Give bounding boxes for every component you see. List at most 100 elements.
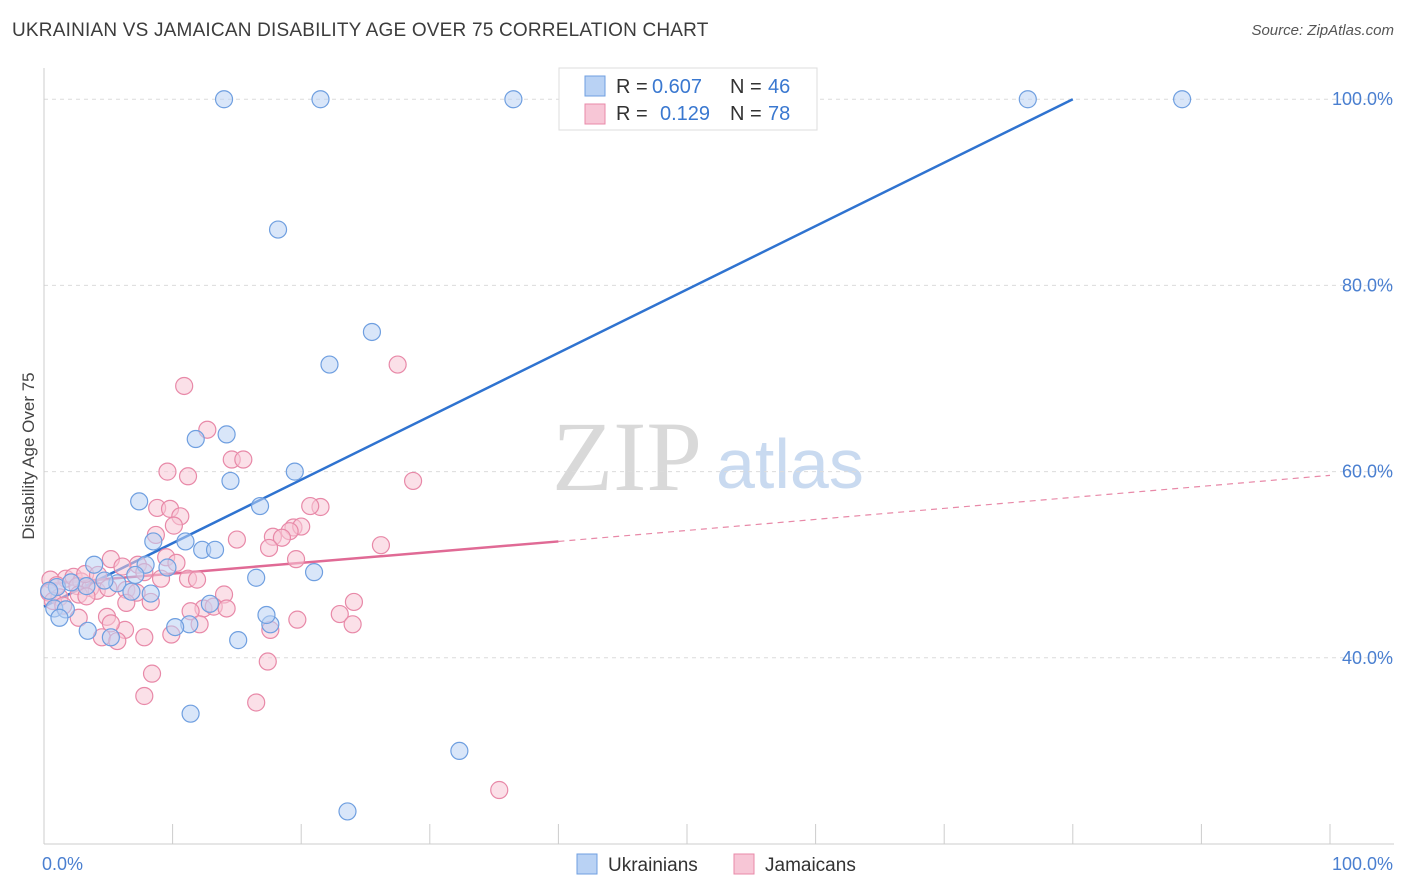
point-jamaicans bbox=[403, 471, 423, 491]
point-ukrainians bbox=[320, 355, 339, 374]
point-ukrainians bbox=[247, 568, 266, 587]
y-tick-label: 100.0% bbox=[1332, 89, 1393, 109]
point-ukrainians bbox=[1018, 90, 1037, 109]
point-ukrainians bbox=[181, 704, 200, 723]
point-ukrainians bbox=[250, 496, 270, 516]
x-tick-label: 0.0% bbox=[42, 854, 83, 874]
point-ukrainians bbox=[40, 581, 59, 600]
point-jamaicans bbox=[187, 570, 207, 589]
legend-box: R = 0.607 N = 46 R = 0.129 N = 78 bbox=[558, 67, 818, 131]
point-ukrainians bbox=[101, 628, 120, 647]
point-jamaicans bbox=[164, 516, 183, 535]
x-tick-label: 100.0% bbox=[1332, 854, 1393, 874]
point-jamaicans bbox=[175, 376, 194, 396]
watermark-zip: ZIP bbox=[552, 401, 702, 512]
point-ukrainians bbox=[504, 90, 523, 109]
point-ukrainians bbox=[285, 462, 304, 481]
point-ukrainians bbox=[61, 573, 81, 592]
axes bbox=[43, 68, 1394, 845]
trend-line-ukrainians bbox=[43, 98, 1074, 608]
chart-title: UKRAINIAN VS JAMAICAN DISABILITY AGE OVE… bbox=[12, 20, 709, 41]
point-ukrainians bbox=[141, 584, 160, 603]
y-axis-label: Disability Age Over 75 bbox=[19, 372, 38, 539]
point-jamaicans bbox=[490, 780, 509, 800]
point-ukrainians bbox=[450, 741, 469, 761]
y-tick-label: 60.0% bbox=[1342, 462, 1393, 482]
point-jamaicans bbox=[343, 615, 362, 634]
point-ukrainians bbox=[186, 429, 205, 449]
point-ukrainians bbox=[130, 492, 149, 511]
point-jamaicans bbox=[227, 530, 246, 549]
point-jamaicans bbox=[330, 604, 349, 624]
point-jamaicans bbox=[388, 355, 407, 374]
point-ukrainians bbox=[144, 532, 163, 551]
trend-line-dashed-jamaicans bbox=[558, 474, 1331, 543]
point-ukrainians bbox=[158, 558, 177, 577]
point-jamaicans bbox=[178, 467, 198, 486]
watermark-atlas: atlas bbox=[716, 425, 864, 503]
point-jamaicans bbox=[371, 536, 391, 555]
point-ukrainians bbox=[362, 322, 382, 342]
point-ukrainians bbox=[78, 621, 97, 640]
point-ukrainians bbox=[50, 608, 69, 627]
y-tick-labels: 40.0% 60.0% 80.0% 100.0% bbox=[1332, 89, 1393, 668]
point-jamaicans bbox=[272, 528, 292, 547]
point-ukrainians bbox=[200, 594, 219, 613]
point-jamaicans bbox=[135, 628, 154, 647]
legend-r-value: 0.129 bbox=[660, 103, 710, 125]
x-tick-labels: 0.0% 100.0% bbox=[42, 854, 1393, 874]
point-ukrainians bbox=[338, 802, 357, 821]
point-ukrainians bbox=[1173, 90, 1192, 109]
point-jamaicans bbox=[344, 592, 364, 612]
bottom-legend-swatch-jamaicans bbox=[733, 853, 755, 875]
point-jamaicans bbox=[288, 610, 307, 629]
point-ukrainians bbox=[122, 582, 141, 601]
y-tick-label: 80.0% bbox=[1342, 275, 1393, 295]
point-jamaicans bbox=[234, 450, 253, 469]
point-ukrainians bbox=[217, 425, 236, 444]
data-points bbox=[40, 90, 1192, 821]
point-jamaicans bbox=[113, 557, 132, 576]
point-ukrainians bbox=[77, 577, 96, 596]
point-jamaicans bbox=[286, 550, 306, 569]
legend-n-label: N = bbox=[730, 103, 762, 125]
point-jamaicans bbox=[135, 686, 154, 706]
y-tick-label: 40.0% bbox=[1342, 648, 1393, 668]
legend-swatch-jamaicans bbox=[584, 103, 606, 125]
point-ukrainians bbox=[85, 555, 104, 574]
point-jamaicans bbox=[258, 652, 277, 671]
point-jamaicans bbox=[301, 496, 320, 516]
legend-n-value: 78 bbox=[768, 103, 790, 125]
point-ukrainians bbox=[257, 605, 276, 625]
point-ukrainians bbox=[205, 540, 225, 559]
point-ukrainians bbox=[268, 220, 288, 239]
point-ukrainians bbox=[221, 471, 240, 491]
bottom-legend-jamaicans: Jamaicans bbox=[765, 855, 856, 876]
bottom-legend-ukrainians: Ukrainians bbox=[608, 855, 698, 876]
source-label: Source: ZipAtlas.com bbox=[1251, 22, 1394, 39]
point-jamaicans bbox=[69, 608, 88, 627]
legend-r-value: 0.607 bbox=[652, 76, 702, 98]
point-jamaicans bbox=[217, 599, 236, 618]
point-ukrainians bbox=[176, 532, 195, 551]
point-jamaicans bbox=[247, 693, 266, 712]
point-ukrainians bbox=[166, 617, 185, 637]
point-ukrainians bbox=[126, 565, 145, 585]
legend-n-label: N = bbox=[730, 76, 762, 98]
grid-lines bbox=[44, 98, 1394, 659]
bottom-legend: Ukrainians Jamaicans bbox=[576, 853, 856, 876]
legend-r-label: R = bbox=[616, 76, 648, 98]
legend-swatch-ukrainians bbox=[584, 75, 606, 97]
point-ukrainians bbox=[311, 90, 330, 109]
point-ukrainians bbox=[95, 571, 114, 590]
point-jamaicans bbox=[142, 664, 162, 683]
point-jamaicans bbox=[259, 538, 279, 558]
point-ukrainians bbox=[214, 90, 234, 109]
legend-r-label: R = bbox=[616, 103, 648, 125]
legend-n-value: 46 bbox=[768, 76, 790, 98]
point-jamaicans bbox=[158, 462, 177, 481]
point-ukrainians bbox=[229, 631, 248, 650]
bottom-legend-swatch-ukrainians bbox=[576, 853, 598, 875]
point-ukrainians bbox=[304, 563, 324, 582]
